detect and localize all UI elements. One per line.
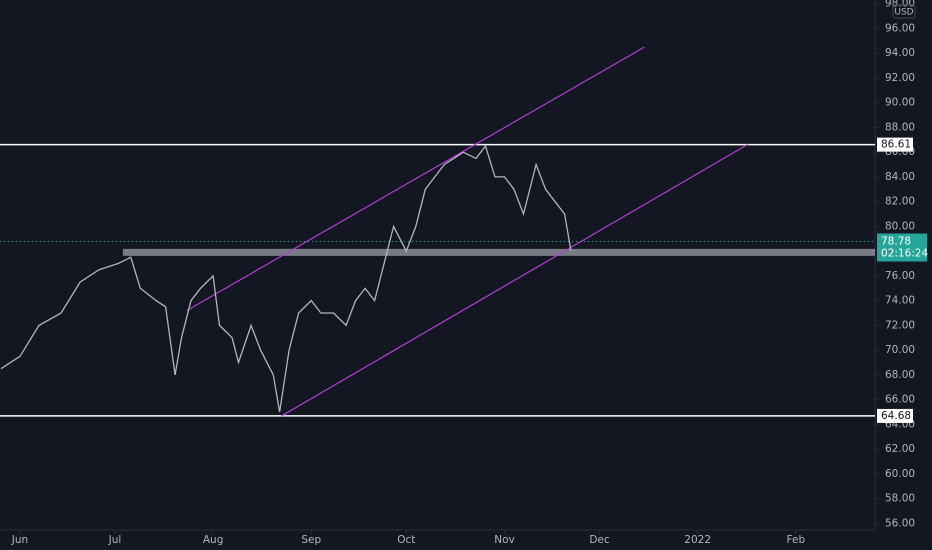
y-tick-label: 56.00 [885, 517, 915, 529]
price-label-box [877, 137, 913, 152]
price-label: 86.61 [881, 139, 911, 151]
price-axis [875, 0, 932, 550]
x-tick-label: Oct [397, 534, 415, 546]
x-tick-label: Sep [301, 534, 321, 546]
x-tick-label: Aug [203, 534, 224, 546]
y-tick-label: 84.00 [885, 171, 915, 183]
y-tick-label: 92.00 [885, 72, 915, 84]
channel-line [186, 46, 645, 312]
currency-label: USD [894, 8, 913, 18]
price-label: 64.68 [881, 410, 911, 422]
y-tick-label: 58.00 [885, 493, 915, 505]
y-tick-label: 66.00 [885, 394, 915, 406]
price-label-box [877, 408, 913, 423]
x-tick-label: Jun [11, 534, 28, 546]
x-tick-label: Jul [108, 534, 122, 546]
y-tick-label: 68.00 [885, 369, 915, 381]
y-tick-label: 74.00 [885, 295, 915, 307]
y-tick-label: 72.00 [885, 319, 915, 331]
price-line [0, 144, 572, 413]
y-tick-label: 80.00 [885, 220, 915, 232]
y-tick-label: 90.00 [885, 97, 915, 109]
y-tick-label: 70.00 [885, 344, 915, 356]
y-tick-label: 82.00 [885, 196, 915, 208]
currency-box [892, 4, 916, 19]
countdown-label: 02:16:24 [881, 247, 928, 259]
x-tick-label: 2022 [684, 534, 711, 546]
y-tick-label: 88.00 [885, 121, 915, 133]
last-price-label: 78.78 [881, 235, 911, 247]
x-tick-label: Dec [589, 534, 610, 546]
y-tick-label: 96.00 [885, 22, 915, 34]
channel-line [281, 144, 748, 417]
y-tick-label: 60.00 [885, 468, 915, 480]
y-tick-label: 76.00 [885, 270, 915, 282]
y-tick-label: 62.00 [885, 443, 915, 455]
last-price-box [877, 233, 927, 262]
y-tick-label: 94.00 [885, 47, 915, 59]
x-tick-label: Feb [787, 534, 806, 546]
x-tick-label: Nov [494, 534, 515, 546]
